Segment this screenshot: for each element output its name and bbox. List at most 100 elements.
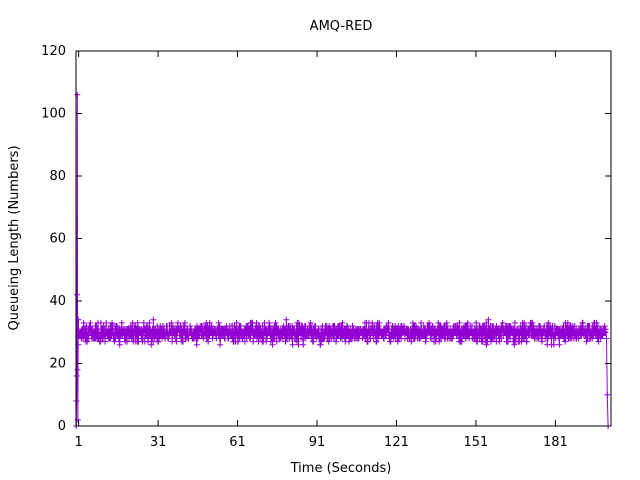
data-point xyxy=(468,323,475,329)
data-point xyxy=(317,341,324,348)
data-point xyxy=(208,323,215,329)
y-axis-label: Queueing Length (Numbers) xyxy=(7,145,22,330)
x-tick: 181 xyxy=(543,51,568,450)
data-point xyxy=(269,341,276,348)
data-point xyxy=(148,341,155,348)
data-point xyxy=(237,323,244,329)
data-point xyxy=(100,335,107,342)
data-point xyxy=(115,335,122,342)
data-point xyxy=(523,338,530,345)
data-point xyxy=(206,319,213,326)
data-point xyxy=(181,319,188,326)
y-tick-label: 120 xyxy=(41,44,66,59)
data-point xyxy=(74,91,81,98)
data-point xyxy=(307,319,314,326)
plot-frame xyxy=(75,50,612,427)
data-point xyxy=(116,341,123,348)
data-point xyxy=(155,338,162,345)
data-point xyxy=(458,338,465,345)
x-tick-label: 31 xyxy=(150,435,167,450)
y-tick-label: 40 xyxy=(49,294,66,309)
data-point xyxy=(507,323,514,329)
x-tick: 1 xyxy=(75,51,83,450)
data-point xyxy=(426,319,433,326)
x-tick-label: 1 xyxy=(75,435,83,450)
data-point xyxy=(375,323,382,329)
data-point xyxy=(511,319,518,326)
data-point xyxy=(454,323,461,329)
data-point xyxy=(518,329,525,336)
data-point xyxy=(408,338,415,345)
data-point xyxy=(473,319,480,326)
data-point xyxy=(205,338,212,345)
data-point xyxy=(483,341,490,348)
data-point xyxy=(266,319,273,326)
data-point xyxy=(579,319,586,326)
data-point xyxy=(506,332,513,339)
data-point xyxy=(593,319,600,326)
data-point xyxy=(578,323,585,329)
data-point xyxy=(544,335,551,342)
data-point xyxy=(235,338,242,345)
data-point xyxy=(233,319,240,326)
data-point xyxy=(603,335,610,342)
data-point xyxy=(325,338,332,345)
data-point xyxy=(140,319,147,326)
data-point xyxy=(80,319,87,326)
data-point xyxy=(132,323,139,329)
data-point xyxy=(491,335,498,342)
data-point xyxy=(229,335,236,342)
data-point xyxy=(217,341,224,348)
x-tick: 121 xyxy=(384,51,409,450)
data-point xyxy=(259,323,266,329)
y-tick: 100 xyxy=(41,107,611,122)
x-tick-label: 61 xyxy=(229,435,246,450)
x-tick-label: 181 xyxy=(543,435,568,450)
data-point xyxy=(145,338,152,345)
x-tick: 31 xyxy=(150,51,167,450)
data-point xyxy=(530,323,537,329)
data-point xyxy=(349,323,356,329)
data-point xyxy=(429,323,436,329)
data-point xyxy=(344,323,351,329)
data-point xyxy=(529,319,536,326)
data-point xyxy=(289,341,296,348)
data-point xyxy=(381,335,388,342)
data-point xyxy=(118,319,125,326)
data-point xyxy=(504,338,511,345)
data-point xyxy=(444,323,451,329)
y-tick: 80 xyxy=(49,169,611,184)
data-point xyxy=(250,338,257,345)
data-point xyxy=(308,335,315,342)
data-point xyxy=(267,338,274,345)
data-point xyxy=(97,319,104,326)
data-point xyxy=(375,335,382,342)
y-tick: 60 xyxy=(49,232,611,247)
data-point xyxy=(409,319,416,326)
data-point xyxy=(594,323,601,329)
data-point xyxy=(418,319,425,326)
data-point xyxy=(400,323,407,329)
data-point xyxy=(194,335,201,342)
x-tick-label: 91 xyxy=(309,435,326,450)
data-point xyxy=(215,319,222,326)
data-point xyxy=(521,335,528,342)
data-point xyxy=(180,338,186,345)
data-point xyxy=(273,323,280,329)
data-point xyxy=(539,338,546,345)
data-point xyxy=(385,319,392,326)
data-point xyxy=(216,323,223,329)
data-point xyxy=(456,319,463,326)
data-point xyxy=(346,338,353,345)
data-point xyxy=(556,341,563,348)
data-point xyxy=(595,338,602,345)
data-point xyxy=(464,319,471,326)
data-point xyxy=(449,335,456,342)
data-point xyxy=(602,326,609,333)
data-point xyxy=(417,335,424,342)
data-point xyxy=(100,323,107,329)
series-line xyxy=(75,94,609,427)
data-point xyxy=(129,319,136,326)
data-point xyxy=(253,319,260,326)
